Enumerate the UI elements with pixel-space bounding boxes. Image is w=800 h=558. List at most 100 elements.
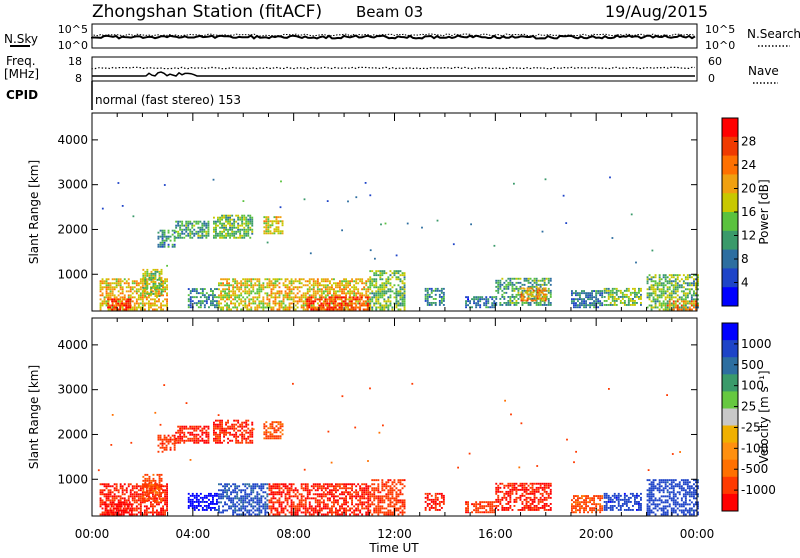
data-cell xyxy=(661,294,663,296)
data-cell xyxy=(222,282,224,284)
data-cell xyxy=(307,495,309,497)
data-cell xyxy=(345,487,347,489)
data-cell xyxy=(359,485,361,487)
data-cell xyxy=(465,300,467,302)
data-cell xyxy=(669,298,671,300)
data-cell xyxy=(299,510,301,512)
data-cell xyxy=(166,508,168,510)
data-cell xyxy=(347,201,349,203)
data-cell xyxy=(156,514,158,516)
data-cell xyxy=(146,283,148,285)
data-cell xyxy=(271,493,273,495)
data-cell xyxy=(191,223,193,225)
data-cell xyxy=(343,485,345,487)
data-cell xyxy=(150,503,152,505)
data-cell xyxy=(329,483,331,485)
data-cell xyxy=(475,298,477,300)
data-cell xyxy=(166,298,168,300)
data-cell xyxy=(339,497,341,499)
data-cell xyxy=(315,505,317,507)
data-cell xyxy=(281,278,283,280)
data-cell xyxy=(608,296,610,298)
data-cell xyxy=(333,303,335,305)
data-cell xyxy=(271,485,273,487)
data-cell xyxy=(132,493,134,495)
data-cell xyxy=(691,288,693,290)
data-cell xyxy=(242,508,244,510)
data-cell xyxy=(200,302,202,304)
data-cell xyxy=(144,480,146,482)
data-cell xyxy=(200,493,202,495)
data-cell xyxy=(329,282,331,284)
data-cell xyxy=(283,296,285,298)
data-cell xyxy=(136,292,138,294)
data-cell xyxy=(651,284,653,286)
data-cell xyxy=(236,514,238,516)
data-cell xyxy=(188,300,190,302)
data-cell xyxy=(381,286,383,288)
data-cell xyxy=(331,491,333,493)
data-cell xyxy=(262,503,264,505)
data-cell xyxy=(370,249,372,251)
data-cell xyxy=(297,505,299,507)
data-cell xyxy=(277,499,279,501)
data-cell xyxy=(289,497,291,499)
data-cell xyxy=(349,487,351,489)
data-cell xyxy=(380,224,382,226)
data-cell xyxy=(283,300,285,302)
data-cell xyxy=(475,306,477,308)
data-cell xyxy=(236,501,238,503)
data-cell xyxy=(337,499,339,501)
data-cell xyxy=(240,309,242,311)
data-cell xyxy=(273,307,275,309)
data-cell xyxy=(606,300,608,302)
data-cell xyxy=(402,300,404,302)
data-cell xyxy=(227,231,229,233)
data-cell xyxy=(359,487,361,489)
data-cell xyxy=(189,426,191,428)
data-cell xyxy=(249,215,251,217)
data-cell xyxy=(279,296,281,298)
data-cell xyxy=(377,274,379,276)
data-cell xyxy=(250,505,252,507)
data-cell xyxy=(333,294,335,296)
data-cell xyxy=(341,282,343,284)
data-cell xyxy=(113,505,115,507)
data-cell xyxy=(220,284,222,286)
data-cell xyxy=(693,305,695,307)
data-cell xyxy=(661,305,663,307)
data-cell xyxy=(657,294,659,296)
data-cell xyxy=(497,280,499,282)
data-cell xyxy=(164,499,166,501)
data-cell xyxy=(324,298,326,300)
data-cell xyxy=(216,302,218,304)
data-cell xyxy=(679,284,681,286)
data-cell xyxy=(227,420,229,422)
data-cell xyxy=(260,290,262,292)
data-cell xyxy=(181,432,183,434)
data-cell xyxy=(241,215,243,217)
data-cell xyxy=(254,505,256,507)
data-cell xyxy=(191,426,193,428)
data-cell xyxy=(263,232,265,234)
data-cell xyxy=(234,290,236,292)
data-cell xyxy=(392,309,394,311)
data-cell xyxy=(153,293,155,295)
data-cell xyxy=(685,294,687,296)
data-cell xyxy=(435,304,437,306)
data-cell xyxy=(263,216,265,218)
data-cell xyxy=(375,307,377,309)
data-cell xyxy=(219,231,221,233)
data-cell xyxy=(146,505,148,507)
data-cell xyxy=(287,501,289,503)
data-cell xyxy=(159,478,161,480)
data-cell xyxy=(321,288,323,290)
data-cell xyxy=(377,294,379,296)
data-cell xyxy=(206,505,208,507)
data-cell xyxy=(307,290,309,292)
data-cell xyxy=(236,309,238,311)
data-cell xyxy=(187,229,189,231)
data-cell xyxy=(283,501,285,503)
data-cell xyxy=(681,278,683,280)
data-cell xyxy=(280,230,282,232)
